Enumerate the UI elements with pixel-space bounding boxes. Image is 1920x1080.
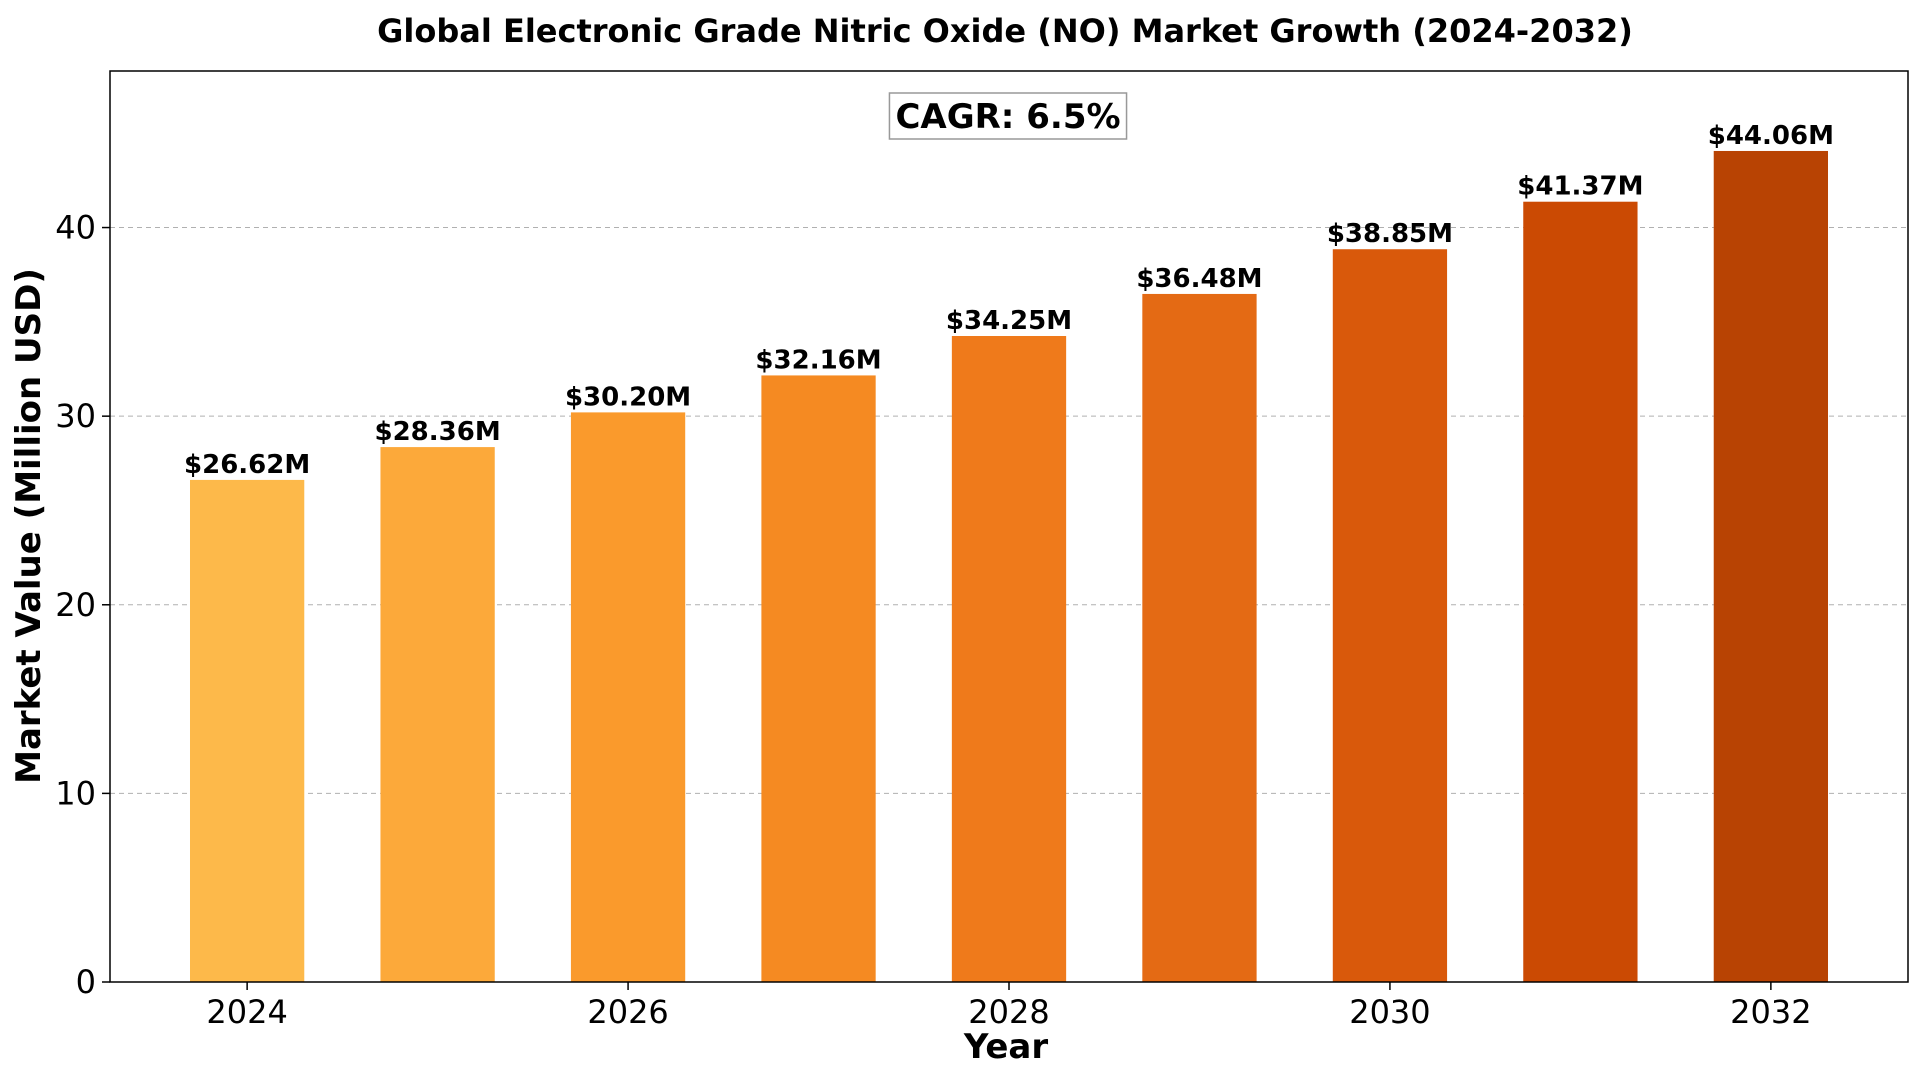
bar-2028: [951, 336, 1067, 982]
bar-2024: [189, 479, 305, 982]
y-axis-label: Market Value (Million USD): [9, 268, 49, 784]
data-label-2031: $41.37M: [1517, 172, 1643, 202]
chart-title: Global Electronic Grade Nitric Oxide (NO…: [377, 12, 1633, 50]
x-tick-label: 2030: [1349, 993, 1430, 1031]
x-axis-ticks: 2024 2026 2028 2030 2032: [206, 982, 1812, 1031]
data-label-2025: $28.36M: [374, 417, 500, 447]
data-label-2026: $30.20M: [565, 382, 691, 412]
data-label-2030: $38.85M: [1327, 219, 1453, 249]
bar-2029: [1142, 293, 1257, 982]
x-tick-label: 2026: [587, 993, 668, 1031]
y-axis-ticks: 0 10 20 30 40: [55, 209, 110, 1001]
y-tick-label: 40: [55, 209, 96, 247]
bar-2030: [1332, 249, 1448, 982]
y-tick-label: 20: [55, 586, 96, 624]
y-tick-label: 10: [55, 774, 96, 812]
bar-2032: [1713, 150, 1829, 982]
cagr-text: CAGR: 6.5%: [895, 97, 1120, 137]
x-tick-label: 2028: [968, 993, 1049, 1031]
x-tick-label: 2032: [1730, 993, 1811, 1031]
y-tick-label: 30: [55, 397, 96, 435]
data-label-2027: $32.16M: [755, 345, 881, 375]
cagr-annotation: CAGR: 6.5%: [888, 92, 1128, 140]
data-label-2032: $44.06M: [1708, 121, 1834, 151]
x-axis-label: Year: [963, 1027, 1049, 1067]
data-label-2024: $26.62M: [184, 450, 310, 480]
x-tick-label: 2024: [206, 993, 287, 1031]
y-tick-label: 0: [76, 963, 96, 1001]
data-label-2029: $36.48M: [1136, 264, 1262, 294]
cagr-box: [888, 92, 1128, 140]
data-label-2028: $34.25M: [946, 306, 1072, 336]
bar-2027: [761, 375, 876, 982]
bars: [189, 150, 1829, 983]
bar-2025: [380, 447, 495, 982]
bar-2026: [570, 412, 686, 982]
bar-2031: [1523, 201, 1638, 983]
data-labels: $26.62M $28.36M $30.20M $32.16M $34.25M $36.4…: [184, 121, 1834, 480]
